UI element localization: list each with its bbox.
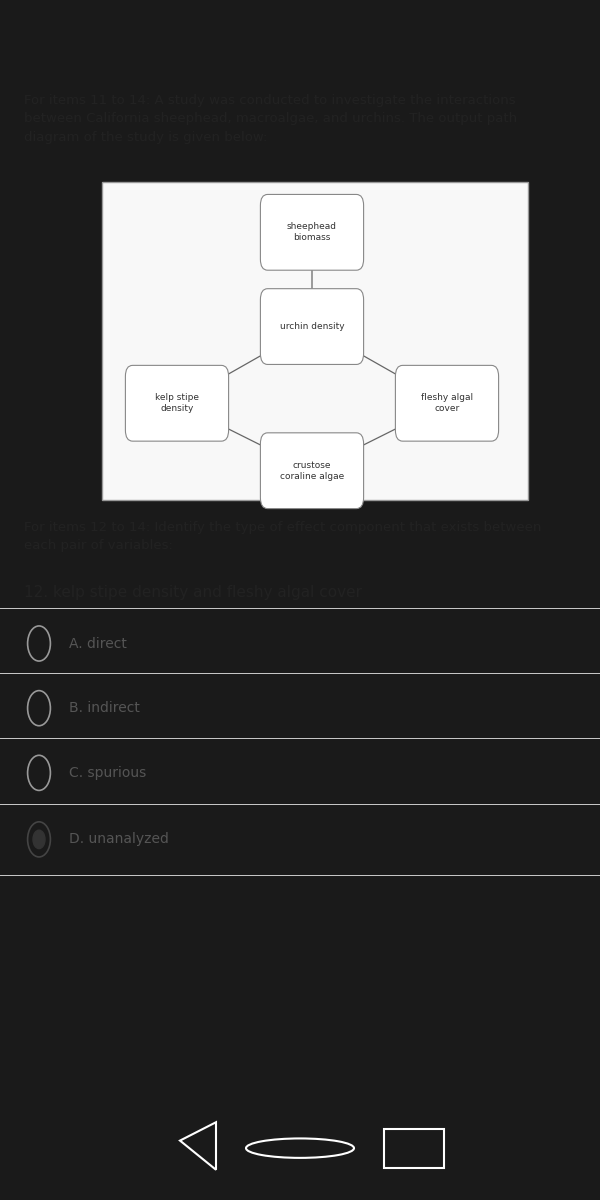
FancyBboxPatch shape <box>260 289 364 365</box>
Text: A. direct: A. direct <box>69 636 127 650</box>
Text: B. indirect: B. indirect <box>69 701 140 715</box>
Text: For items 11 to 14: A study was conducted to investigate the interactions
betwee: For items 11 to 14: A study was conducte… <box>24 94 517 144</box>
FancyBboxPatch shape <box>260 194 364 270</box>
Text: For items 12 to 14: Identify the type of effect component that exists between
ea: For items 12 to 14: Identify the type of… <box>24 521 541 552</box>
Text: 12. kelp stipe density and fleshy algal cover: 12. kelp stipe density and fleshy algal … <box>24 586 362 600</box>
Circle shape <box>33 830 45 848</box>
FancyBboxPatch shape <box>260 433 364 509</box>
Text: sheephead
biomass: sheephead biomass <box>287 222 337 242</box>
FancyBboxPatch shape <box>125 365 229 442</box>
Text: D. unanalyzed: D. unanalyzed <box>69 833 169 846</box>
FancyBboxPatch shape <box>395 365 499 442</box>
Text: urchin density: urchin density <box>280 322 344 331</box>
Text: kelp stipe
density: kelp stipe density <box>155 394 199 413</box>
Text: C. spurious: C. spurious <box>69 766 146 780</box>
Text: fleshy algal
cover: fleshy algal cover <box>421 394 473 413</box>
Text: crustose
coraline algae: crustose coraline algae <box>280 461 344 481</box>
FancyBboxPatch shape <box>102 181 528 500</box>
